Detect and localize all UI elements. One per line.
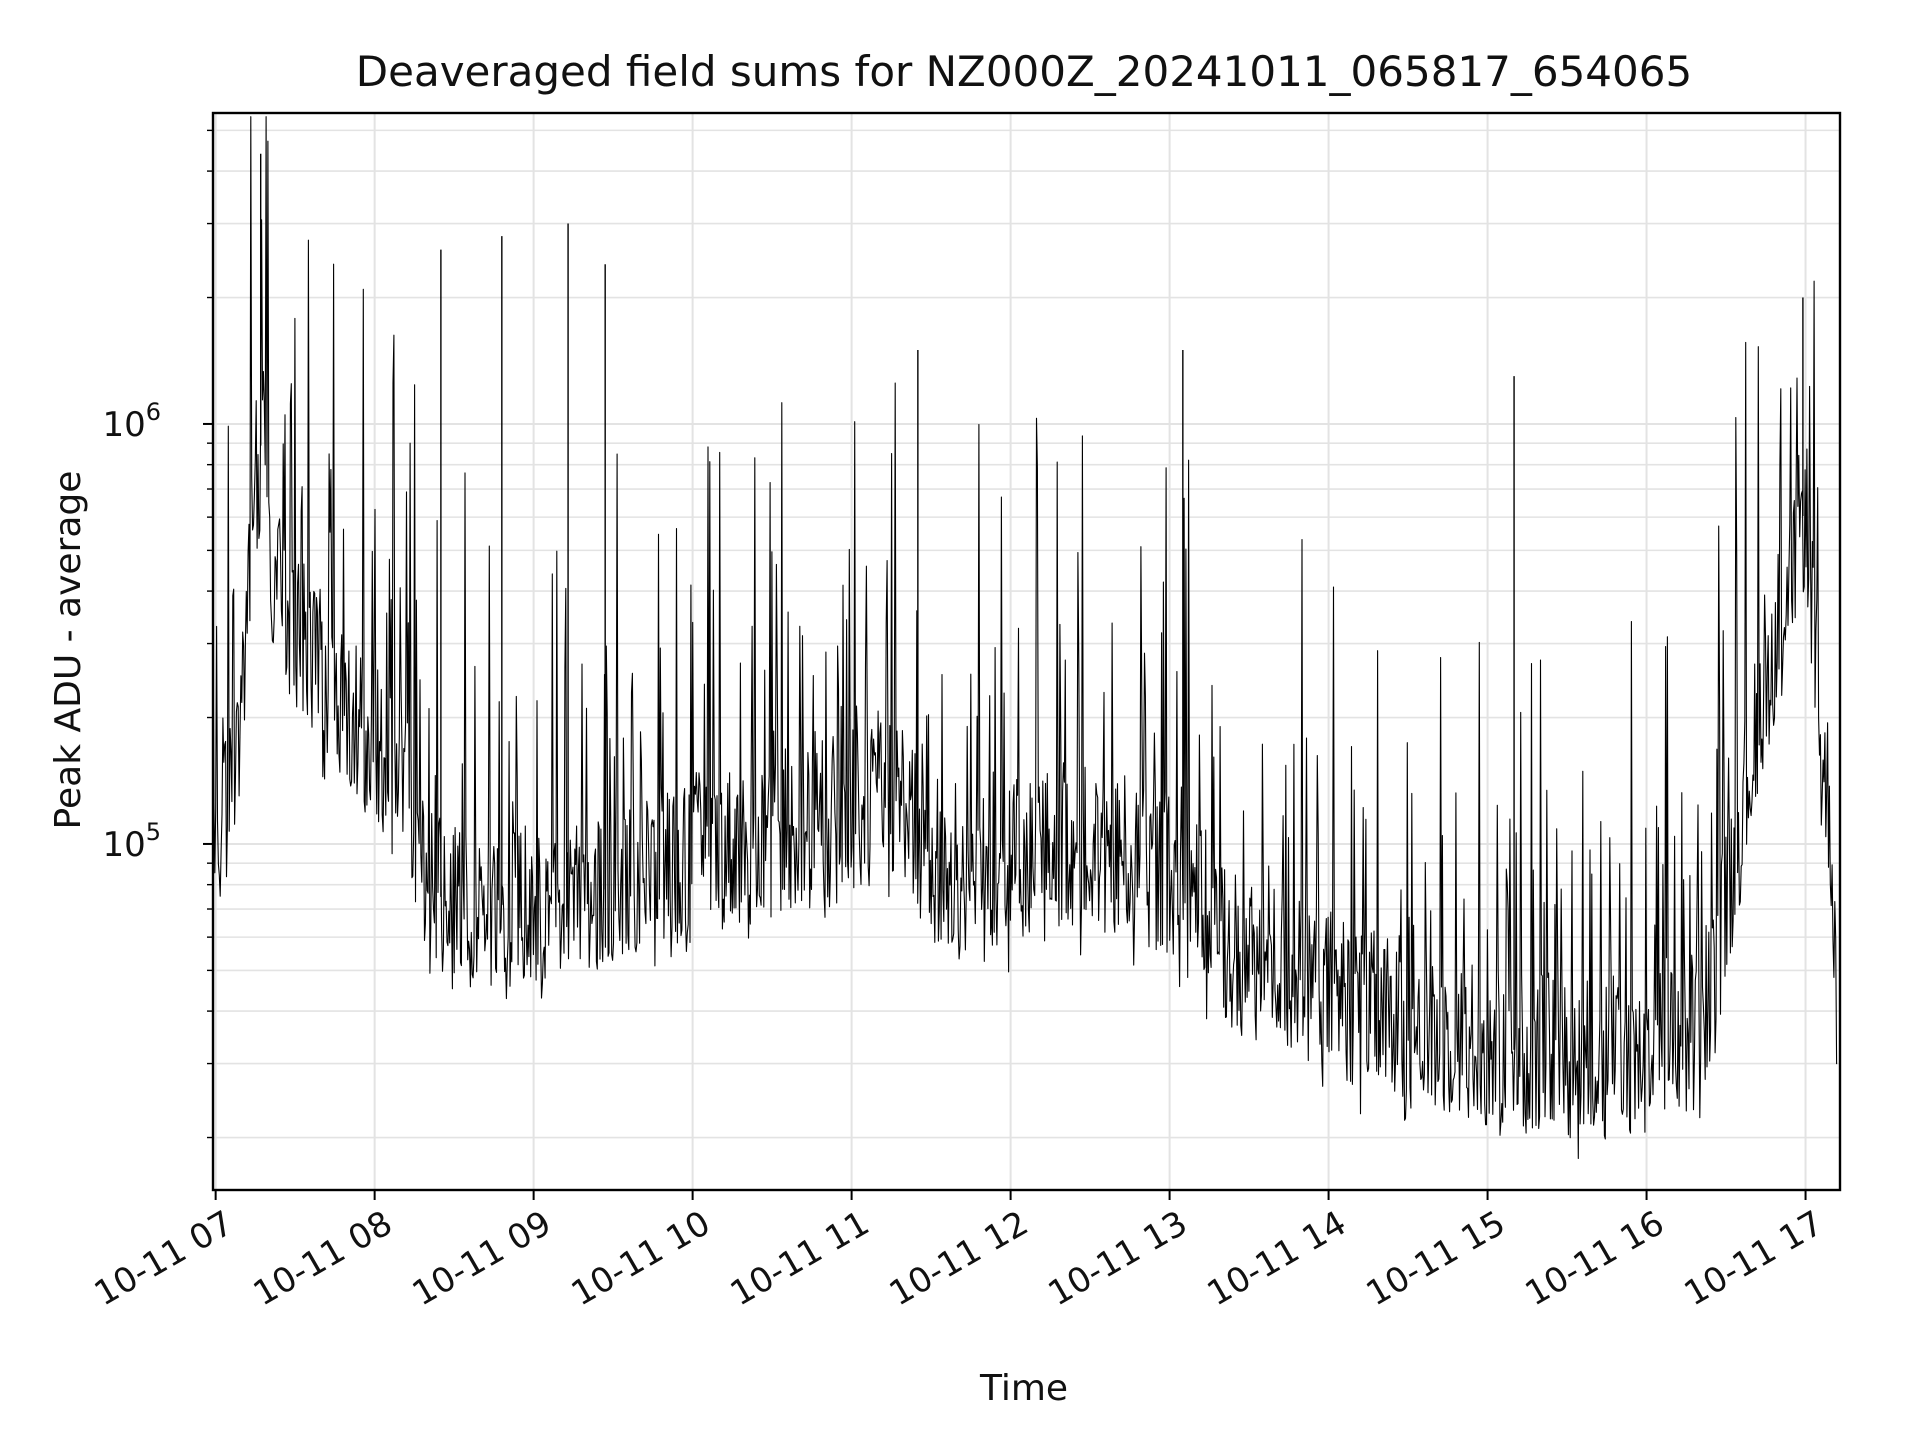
series-layer bbox=[213, 116, 1838, 1160]
y-tick-label: 105 bbox=[102, 818, 161, 865]
chart-title: Deaveraged field sums for NZ000Z_2024101… bbox=[356, 47, 1692, 96]
y-axis-label: Peak ADU - average bbox=[48, 471, 89, 830]
data-line bbox=[213, 116, 1838, 1160]
x-axis-label: Time bbox=[979, 1368, 1068, 1409]
plot-frame bbox=[211, 111, 1842, 1192]
grid bbox=[213, 113, 1840, 1190]
y-tick-label: 106 bbox=[102, 398, 161, 445]
